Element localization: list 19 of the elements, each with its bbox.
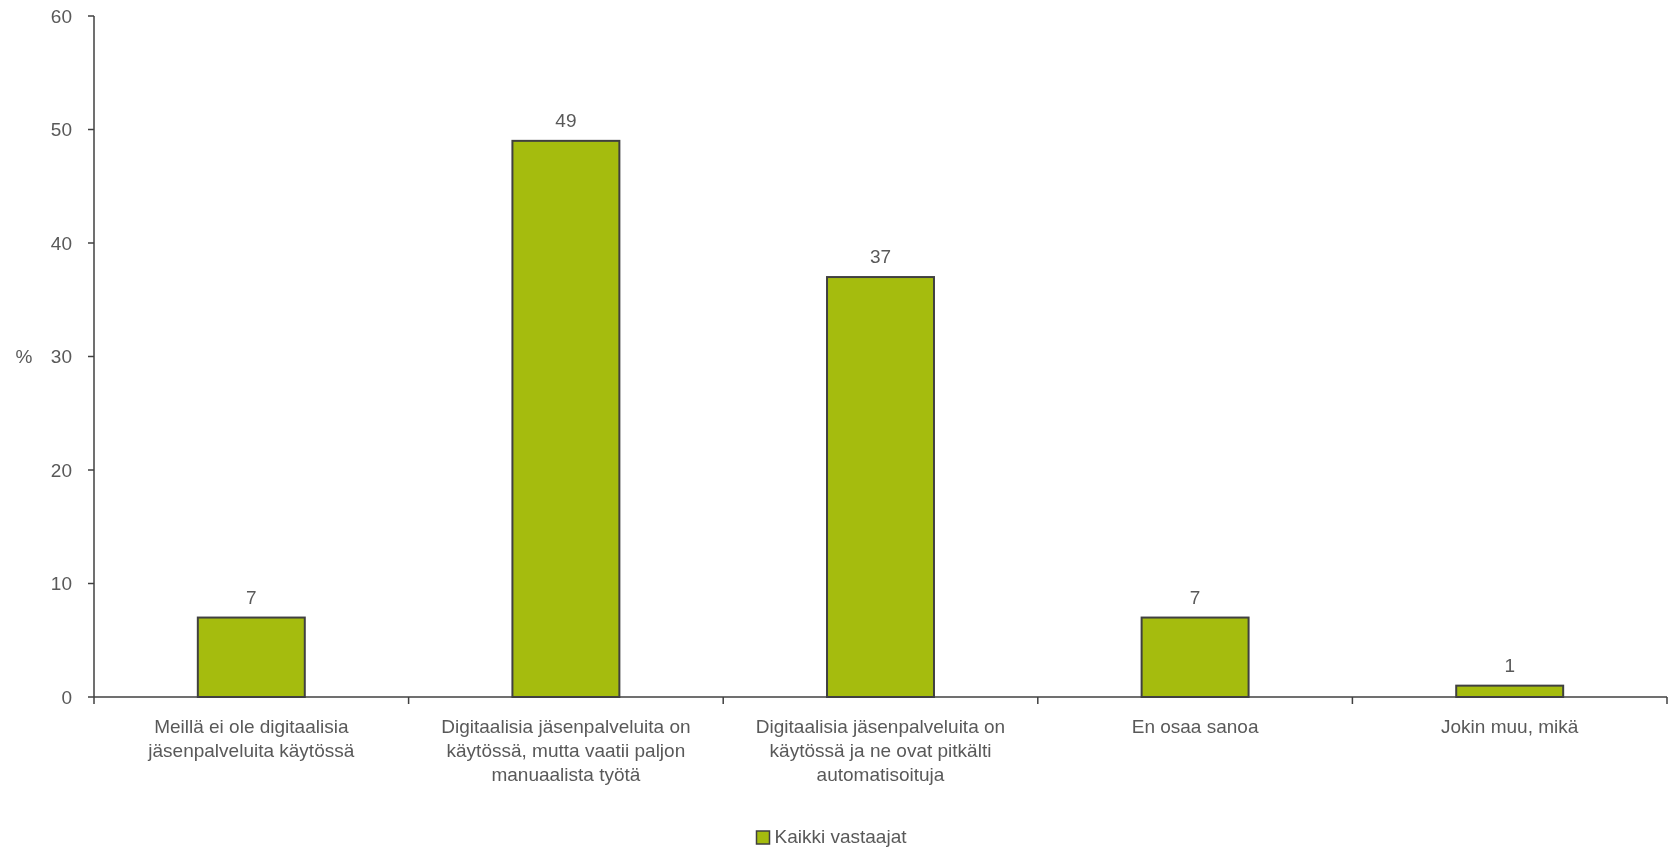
y-tick-label: 0 (61, 686, 72, 708)
data-label: 37 (869, 246, 892, 268)
x-tick-label: Digitaalisia jäsenpalveluita on käytössä ja ne ovat pitkälti automatisoituja (755, 716, 1006, 785)
y-tick-label: 10 (50, 573, 72, 595)
x-tick-label: Jokin muu, mikä (1441, 716, 1579, 737)
y-tick-label: 40 (50, 232, 72, 254)
y-tick-label: 30 (50, 346, 72, 368)
y-tick-label: 50 (50, 119, 72, 141)
data-label: 7 (246, 586, 257, 608)
y-axis-title: % (15, 346, 33, 368)
x-tick-label: En osaa sanoa (1131, 716, 1259, 737)
data-label: 7 (1189, 586, 1201, 608)
y-tick-label: 60 (50, 5, 72, 27)
x-tick-label: Meillä ei ole digitaalisia jäsenpalveluita käytössä (147, 716, 355, 761)
legend-label: Kaikki vastaajat (774, 826, 908, 847)
data-label: 49 (555, 109, 577, 131)
x-tick-label: Digitaalisia jäsenpalveluita on käytössä, mutta vaatii paljon manuaalista työtä (441, 716, 691, 785)
data-label: 1 (1504, 654, 1515, 676)
y-tick-label: 20 (50, 459, 72, 481)
